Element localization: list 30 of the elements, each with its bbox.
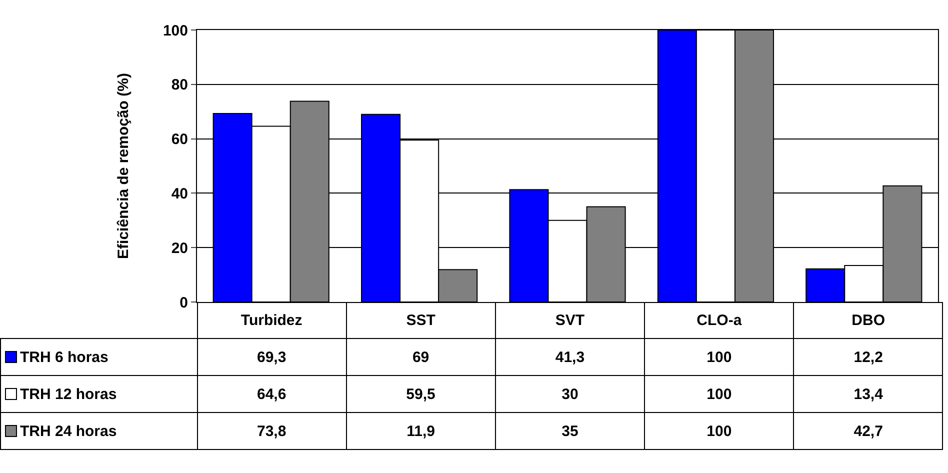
legend-label: TRH 6 horas [20,348,108,366]
data-label: 12,2 [794,338,943,376]
x-tick-label: CLO-a [644,302,794,338]
data-label: 35 [495,412,645,450]
data-label: 41,3 [495,338,645,376]
data-label: 30 [495,376,645,412]
y-axis-title: Eficiência de remoção (%) [115,73,132,259]
data-label: 13,4 [794,376,943,412]
data-label: 69,3 [197,338,346,376]
data-label: 73,8 [197,412,346,450]
y-tick-label: 60 [171,131,188,148]
y-tick-label: 40 [171,185,188,202]
y-tick-label: 20 [171,240,188,257]
data-label: 69 [346,338,496,376]
y-tick-label: 100 [162,22,188,40]
legend-label: TRH 12 horas [20,386,117,402]
data-label: 100 [644,376,794,412]
y-tick-label: 0 [180,294,188,312]
legend-label: TRH 24 horas [20,422,117,440]
x-tick-label: DBO [794,302,943,338]
data-label: 11,9 [346,412,496,450]
data-label: 100 [644,338,794,376]
x-tick-label: SST [346,302,496,338]
y-tick-label: 80 [171,76,188,94]
data-label: 64,6 [197,376,346,412]
data-label: 100 [644,412,794,450]
data-label: 42,7 [794,412,943,450]
x-tick-label: Turbidez [197,302,346,338]
x-tick-label: SVT [495,302,645,338]
data-label: 59,5 [346,376,496,412]
